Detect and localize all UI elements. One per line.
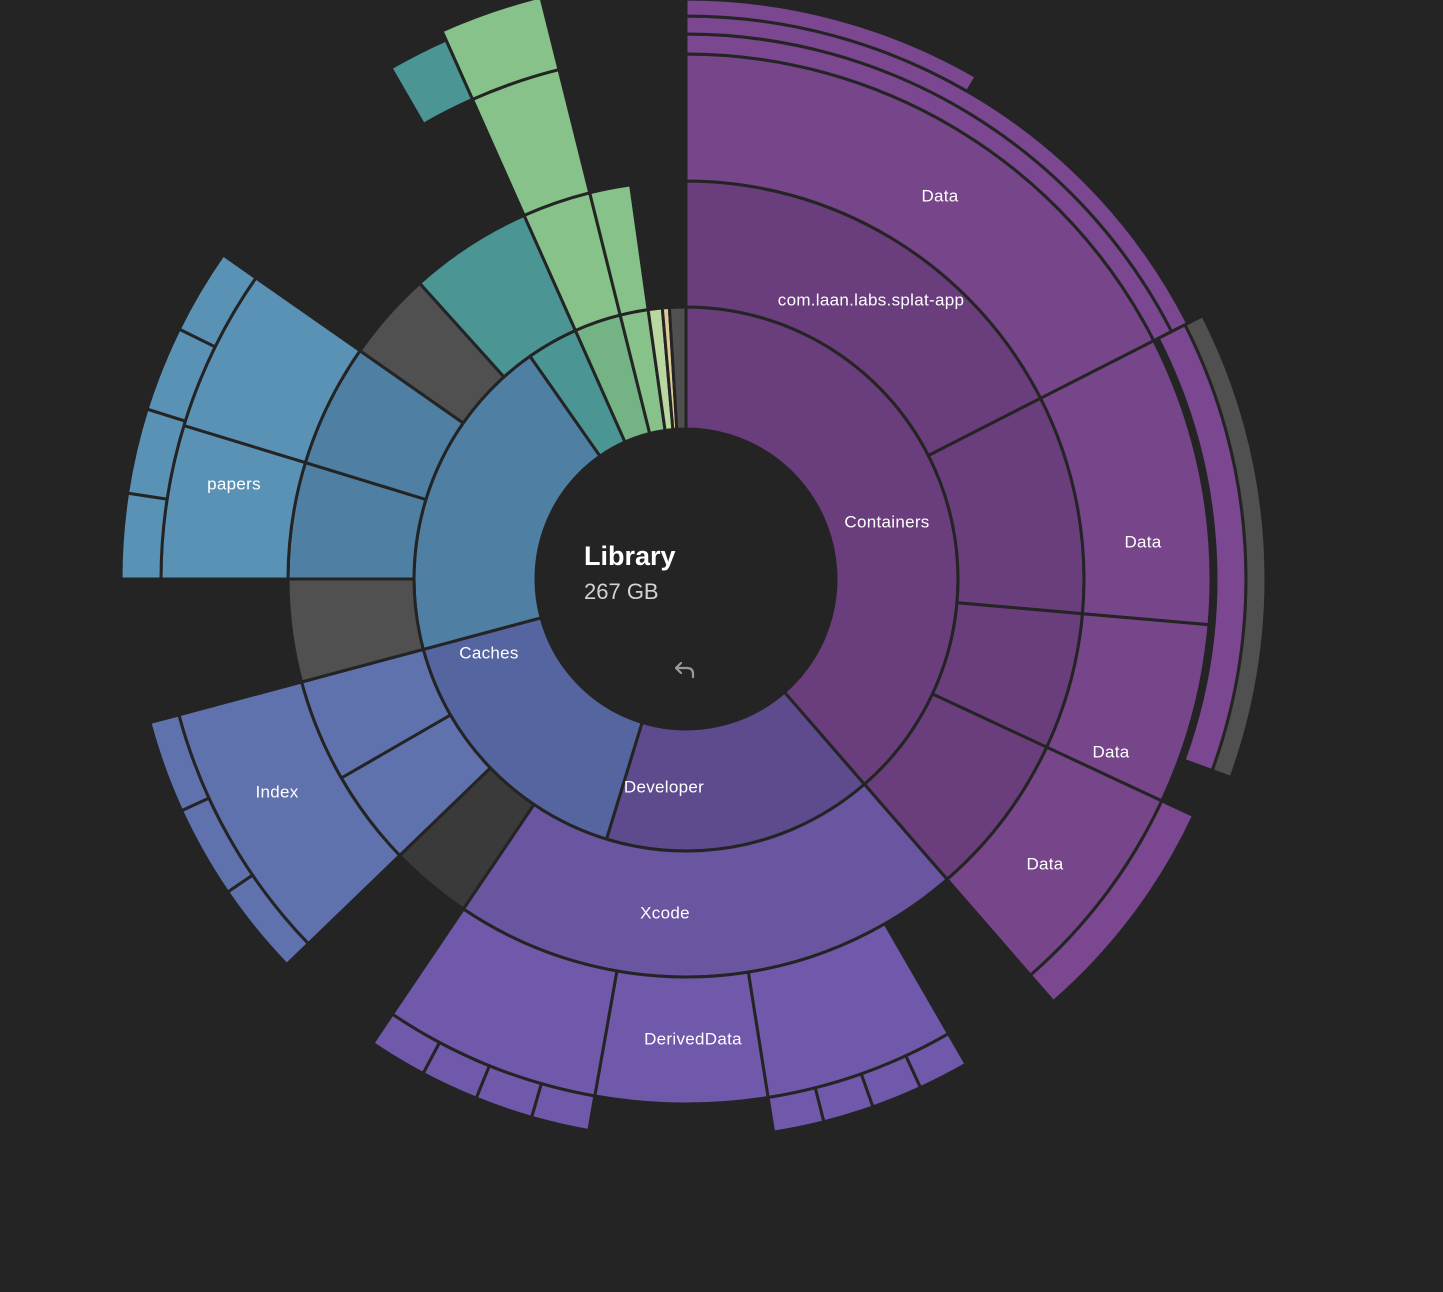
segment-papers-outer-4[interactable] bbox=[177, 252, 258, 349]
segment-green-tall[interactable] bbox=[440, 0, 561, 102]
back-arrow-icon bbox=[674, 661, 695, 679]
segment-more-top[interactable] bbox=[667, 305, 688, 431]
segment-teal-tall[interactable] bbox=[388, 38, 475, 127]
segment-derived-data[interactable] bbox=[593, 969, 770, 1106]
center-size: 267 GB bbox=[584, 579, 659, 604]
segment-index-outer-3[interactable] bbox=[148, 713, 211, 813]
segment-lower-band[interactable] bbox=[1028, 798, 1196, 1004]
back-button[interactable] bbox=[666, 651, 704, 689]
segment-papers-outer-1[interactable] bbox=[119, 491, 169, 581]
segment-xcode-outer-4[interactable] bbox=[370, 1012, 442, 1076]
segment-outer-band-3[interactable] bbox=[684, 0, 979, 94]
center-title: Library bbox=[584, 541, 676, 571]
segment-derived-outer-4[interactable] bbox=[766, 1085, 826, 1134]
sunburst-segments bbox=[119, 0, 1268, 1134]
segment-right-more[interactable] bbox=[1182, 313, 1268, 780]
segment-green-5[interactable] bbox=[587, 183, 650, 317]
